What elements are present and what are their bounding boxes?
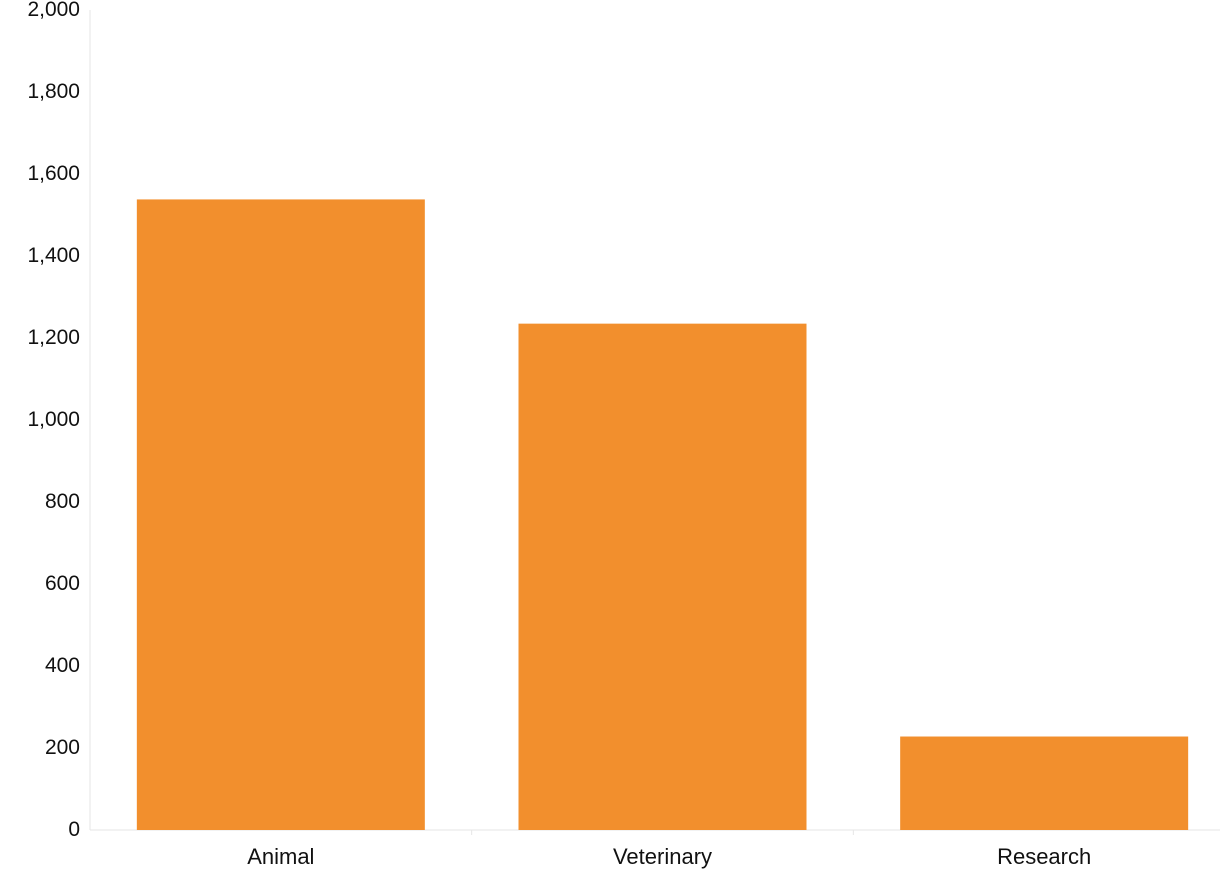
y-tick-label: 800: [45, 490, 80, 513]
y-axis: 0 200 400 600 800 1,000 1,200 1,400 1,600 1,800 2,…: [27, 0, 91, 841]
y-tick-label: 1,800: [27, 80, 80, 103]
bar-animal: [136, 199, 425, 831]
x-tick-label: Animal: [247, 844, 314, 869]
y-tick-label: 1,000: [27, 408, 80, 431]
y-tick-label: 0: [68, 818, 80, 841]
y-tick-label: 1,200: [27, 326, 80, 349]
y-tick-label: 1,400: [27, 244, 80, 267]
y-tick-label: 2,000: [27, 0, 80, 21]
bar-veterinary: [518, 323, 807, 830]
y-tick-label: 400: [45, 654, 80, 677]
y-tick-label: 200: [45, 736, 80, 759]
bar-research: [900, 736, 1189, 830]
y-tick-label: 600: [45, 572, 80, 595]
bars: [136, 199, 1189, 831]
x-axis: Animal Veterinary Research: [90, 829, 1220, 869]
y-tick-label: 1,600: [27, 162, 80, 185]
x-tick-label: Research: [997, 844, 1091, 869]
x-tick-label: Veterinary: [613, 844, 712, 869]
